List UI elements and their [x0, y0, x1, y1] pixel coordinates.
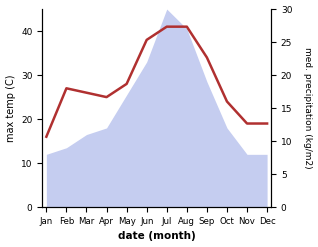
Y-axis label: max temp (C): max temp (C) [5, 74, 16, 142]
Y-axis label: med. precipitation (kg/m2): med. precipitation (kg/m2) [303, 47, 313, 169]
X-axis label: date (month): date (month) [118, 231, 196, 242]
